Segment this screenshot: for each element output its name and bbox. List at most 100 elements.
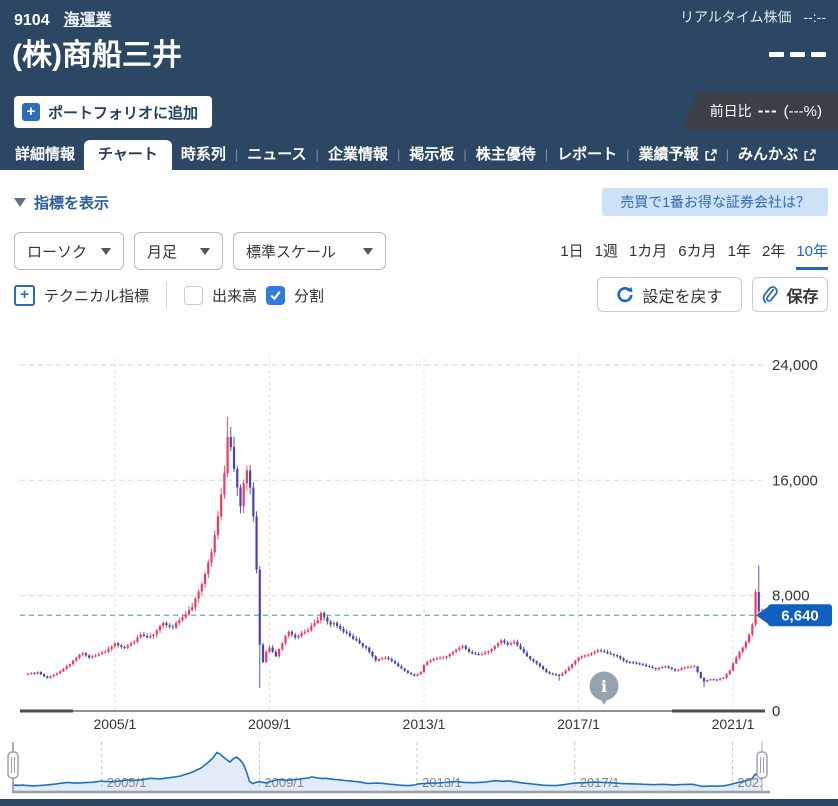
external-link-icon	[704, 148, 717, 161]
y-axis-label: 8,000	[772, 588, 810, 605]
timeframe-value: 月足	[147, 243, 178, 261]
save-button[interactable]: 保存	[752, 277, 828, 312]
x-axis-label: 2009/1	[248, 716, 291, 732]
indicator-toggle-label: 指標を表示	[34, 195, 110, 212]
page-header: 9104 海運業 リアルタイム株価 --:-- (株)商船三井 + ポートフォリオ…	[0, 0, 838, 170]
info-icon[interactable]	[589, 671, 619, 701]
check-icon	[270, 290, 281, 300]
tab-minkabu-label: みんかぶ	[737, 146, 798, 163]
price-badge-value: 6,640	[781, 607, 819, 624]
tab-report[interactable]: レポート	[557, 146, 618, 163]
plus-icon: +	[22, 103, 40, 121]
scale-select[interactable]: 標準スケール	[233, 232, 386, 270]
tab-benefit[interactable]: 株主優待	[475, 146, 536, 163]
x-axis-label: 2005/1	[94, 716, 137, 732]
tab-minkabu[interactable]: みんかぶ	[729, 140, 825, 170]
technical-label[interactable]: テクニカル指標	[44, 287, 150, 305]
x-axis-label: 2017/1	[557, 716, 600, 732]
industry-link[interactable]: 海運業	[63, 12, 112, 29]
navigator-label: 2005/1	[107, 775, 147, 790]
navigator-handle-left[interactable]	[7, 751, 19, 779]
y-axis-label: 24,000	[772, 357, 818, 374]
indicator-toggle[interactable]: 指標を表示	[14, 192, 109, 213]
timeframe-select[interactable]: 月足	[134, 232, 223, 270]
caret-down-icon	[363, 247, 373, 255]
divider	[166, 282, 168, 308]
price-badge	[768, 604, 832, 627]
caret-down-icon	[200, 247, 210, 255]
add-technical-icon[interactable]: +	[14, 284, 35, 306]
chart-options-row: + テクニカル指標 出来高 分割	[14, 282, 324, 308]
info-icon-glyph: i	[601, 677, 607, 696]
tab-separator: |	[544, 147, 549, 162]
tab-timeseries[interactable]: 時系列	[180, 146, 226, 163]
reset-settings-button[interactable]: 設定を戻す	[597, 277, 742, 312]
broker-promo-button[interactable]: 売買で1番お得な証券会社は？	[602, 188, 828, 216]
price-badge-arrow	[756, 606, 768, 624]
range-1m[interactable]: 1カ月	[628, 243, 668, 260]
range-selector: 1日 1週 1カ月 6カ月 1年 2年 10年	[560, 240, 828, 270]
reset-settings-label: 設定を戻す	[642, 288, 723, 306]
tab-separator: |	[396, 147, 401, 162]
nav-tabbar: 詳細情報 チャート 時系列 | ニュース | 企業情報 | 掲示板 | 株主優待…	[0, 140, 838, 170]
caret-down-icon	[101, 247, 111, 255]
tab-detail[interactable]: 詳細情報	[15, 146, 76, 163]
company-name: (株)商船三井	[12, 39, 182, 72]
paperclip-icon	[763, 286, 779, 304]
range-1w[interactable]: 1週	[594, 243, 618, 260]
save-label: 保存	[786, 288, 819, 306]
tab-board[interactable]: 掲示板	[409, 146, 455, 163]
volume-checkbox[interactable]	[184, 285, 204, 305]
range-6m[interactable]: 6カ月	[678, 243, 717, 260]
tab-separator: |	[725, 147, 729, 162]
navigator-label: 2009/1	[264, 775, 304, 790]
tab-forecast-label: 業績予報	[638, 146, 699, 163]
navigator-area	[13, 752, 762, 792]
candlestick-chart[interactable]: 2005/1 2009/1 2013/1 2017/1 2021/1 24,000 16,0…	[0, 330, 838, 735]
volume-label: 出来高	[212, 287, 258, 305]
add-portfolio-label: ポートフォリオに追加	[48, 104, 199, 122]
tab-news[interactable]: ニュース	[247, 146, 307, 163]
tab-chart[interactable]: チャート	[84, 140, 172, 170]
chevron-down-icon	[14, 198, 26, 207]
change-percent: (---%)	[783, 102, 822, 120]
split-checkbox[interactable]	[266, 285, 286, 305]
navigator-chart[interactable]: 2005/1 2009/1 2013/1 2017/1 2021/1	[0, 735, 838, 799]
refresh-icon	[617, 286, 634, 302]
x-axis-label: 2013/1	[403, 716, 446, 732]
tab-separator: |	[626, 147, 630, 162]
tab-separator: |	[463, 147, 467, 162]
range-2y[interactable]: 2年	[761, 243, 786, 260]
navigator-handle-right[interactable]	[756, 751, 768, 779]
stock-code-row: 9104 海運業	[14, 6, 112, 30]
x-axis-label: 2021/1	[712, 716, 755, 732]
tab-forecast[interactable]: 業績予報	[630, 140, 726, 170]
next-section-edge	[0, 799, 838, 806]
realtime-time: --:--	[803, 9, 826, 25]
change-label: 前日比	[709, 103, 752, 119]
range-1y[interactable]: 1年	[727, 243, 751, 260]
y-axis-label: 0	[772, 703, 780, 720]
range-1d[interactable]: 1日	[560, 243, 584, 260]
change-value: ---	[757, 101, 778, 120]
stock-code: 9104	[14, 12, 50, 29]
day-change-badge: 前日比 --- (---%)	[681, 92, 838, 130]
y-axis-label: 16,000	[772, 472, 818, 489]
price-chart-area[interactable]: 2005/1 2009/1 2013/1 2017/1 2021/1 24,000 16,0…	[0, 330, 838, 735]
realtime-label: リアルタイム株価	[679, 9, 792, 25]
split-label: 分割	[294, 287, 325, 305]
realtime-price-label: リアルタイム株価 --:--	[680, 7, 826, 27]
add-portfolio-button[interactable]: + ポートフォリオに追加	[14, 96, 213, 128]
price-placeholder	[769, 52, 826, 57]
tab-company[interactable]: 企業情報	[327, 146, 388, 163]
navigator-line	[12, 751, 763, 788]
chart-style-select[interactable]: ローソク	[14, 232, 124, 270]
scale-value: 標準スケール	[246, 243, 337, 261]
external-link-icon	[804, 148, 816, 161]
navigator-label: 2021/1	[737, 775, 777, 790]
tab-separator: |	[234, 147, 239, 162]
range-10y[interactable]: 10年	[796, 240, 828, 270]
tab-separator: |	[315, 147, 319, 162]
chart-navigator[interactable]: 2005/1 2009/1 2013/1 2017/1 2021/1	[0, 735, 838, 799]
